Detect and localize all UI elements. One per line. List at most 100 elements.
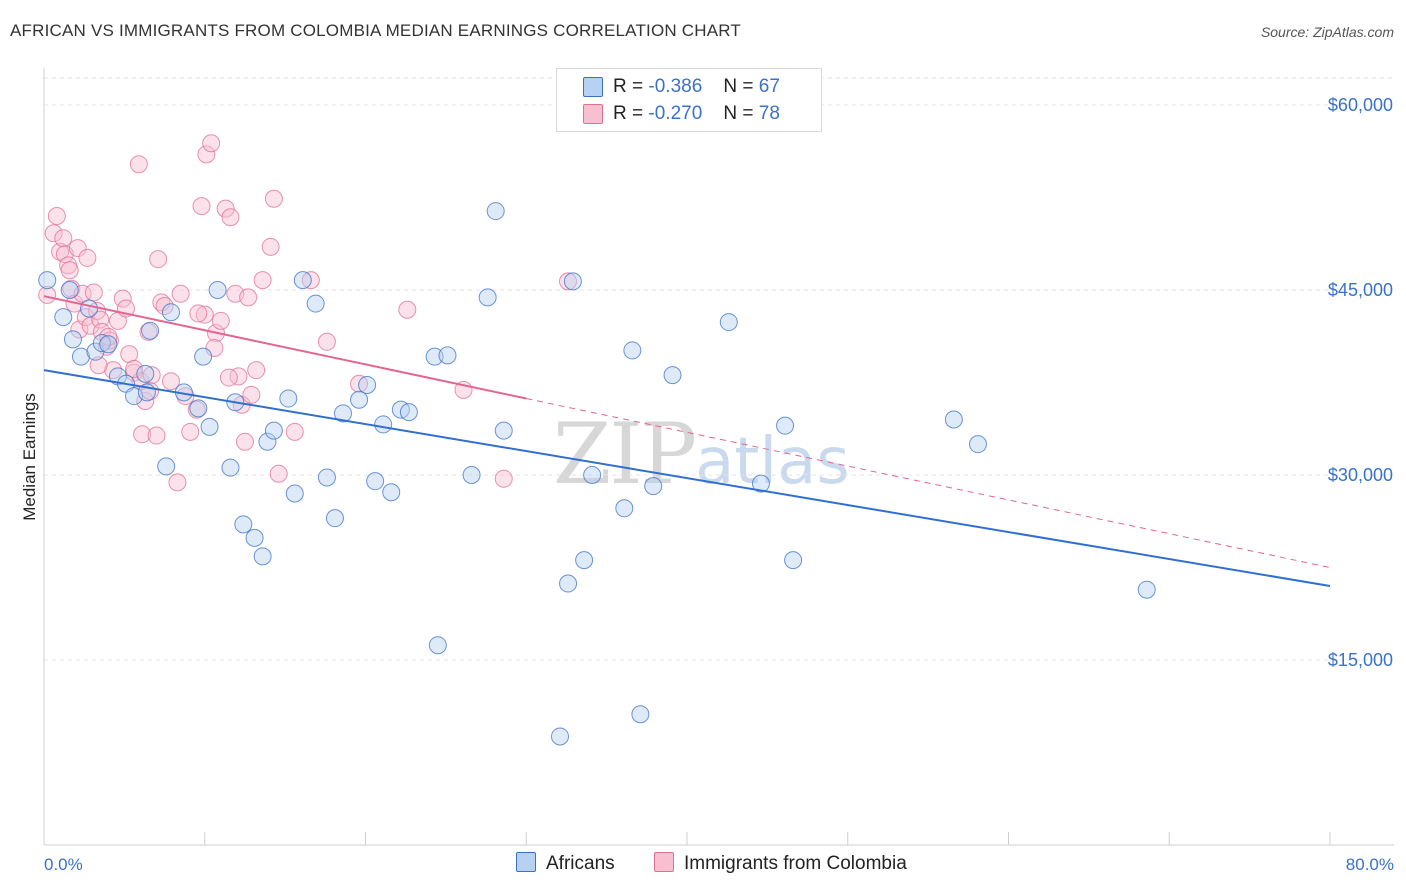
point-colombia bbox=[54, 229, 73, 248]
point-africans bbox=[136, 364, 155, 383]
point-africans bbox=[253, 547, 272, 566]
point-colombia bbox=[38, 285, 57, 304]
point-africans bbox=[245, 528, 264, 547]
point-africans bbox=[631, 705, 650, 724]
y-tick-labels: $15,000 $30,000 $45,000 $60,000 bbox=[1328, 95, 1393, 670]
legend-swatch-colombia bbox=[583, 104, 603, 124]
point-colombia bbox=[171, 284, 190, 303]
x-ticks bbox=[43, 832, 1331, 845]
point-colombia bbox=[129, 155, 148, 174]
point-africans bbox=[366, 472, 385, 491]
y-tick-label: $15,000 bbox=[1328, 650, 1393, 670]
point-africans bbox=[285, 484, 304, 503]
point-africans bbox=[208, 281, 227, 299]
point-africans bbox=[382, 483, 401, 502]
point-colombia bbox=[84, 283, 103, 302]
legend-stats-africans: R = -0.386 N = 67 bbox=[613, 75, 780, 99]
y-axis-label: Median Earnings bbox=[20, 393, 39, 521]
point-colombia bbox=[247, 361, 266, 380]
point-africans bbox=[317, 468, 336, 487]
point-africans bbox=[751, 474, 770, 493]
point-africans bbox=[157, 457, 176, 476]
point-africans bbox=[350, 390, 369, 409]
point-colombia bbox=[60, 261, 79, 280]
r-label: R = bbox=[613, 76, 644, 97]
point-colombia bbox=[89, 356, 108, 375]
point-africans bbox=[358, 375, 377, 394]
correlation-legend: R = -0.386 N = 67 R = -0.270 N = 78 bbox=[556, 68, 822, 132]
point-colombia bbox=[261, 237, 280, 256]
point-colombia bbox=[181, 422, 200, 441]
n-value: 67 bbox=[758, 76, 780, 97]
point-africans bbox=[189, 399, 208, 418]
point-colombia bbox=[147, 426, 166, 445]
point-africans bbox=[776, 416, 795, 435]
point-colombia bbox=[161, 372, 180, 391]
point-africans bbox=[486, 202, 505, 221]
point-africans bbox=[234, 515, 253, 534]
n-value: 78 bbox=[758, 103, 780, 124]
point-africans bbox=[428, 636, 447, 655]
legend-swatch-africans bbox=[516, 852, 536, 872]
legend-swatch-africans bbox=[583, 77, 603, 97]
point-africans bbox=[161, 303, 180, 322]
series-colombia-points bbox=[38, 134, 578, 492]
point-africans bbox=[663, 366, 682, 385]
r-value: -0.270 bbox=[648, 103, 703, 124]
point-colombia bbox=[398, 300, 417, 319]
point-africans bbox=[623, 341, 642, 360]
y-tick-label: $45,000 bbox=[1328, 280, 1393, 300]
x-tick-label-max: 80.0% bbox=[1346, 855, 1394, 874]
point-colombia bbox=[192, 197, 211, 216]
point-africans bbox=[944, 410, 963, 429]
n-label: N = bbox=[723, 103, 754, 124]
point-colombia bbox=[142, 366, 161, 385]
r-label: R = bbox=[613, 103, 644, 124]
point-africans bbox=[264, 421, 283, 440]
series-africans-points bbox=[38, 202, 1156, 746]
point-colombia bbox=[559, 272, 578, 291]
trend-line-africans bbox=[43, 369, 1331, 587]
r-value: -0.386 bbox=[648, 76, 703, 97]
point-colombia bbox=[269, 464, 288, 483]
legend-item-africans: Africans bbox=[516, 852, 615, 875]
point-colombia bbox=[239, 288, 258, 307]
trend-lines bbox=[43, 295, 1331, 587]
point-colombia bbox=[113, 289, 132, 308]
point-africans bbox=[38, 271, 57, 290]
point-colombia bbox=[264, 189, 283, 208]
y-tick-label: $60,000 bbox=[1328, 95, 1393, 115]
watermark-zip: ZIP bbox=[553, 405, 697, 503]
chart-title: AFRICAN VS IMMIGRANTS FROM COLOMBIA MEDI… bbox=[10, 21, 742, 40]
point-colombia bbox=[285, 422, 304, 441]
watermark: ZIPatlas bbox=[553, 405, 850, 503]
point-colombia bbox=[68, 239, 87, 258]
point-colombia bbox=[44, 224, 63, 243]
point-africans bbox=[63, 330, 82, 349]
point-africans bbox=[784, 551, 803, 570]
point-africans bbox=[644, 477, 663, 496]
point-africans bbox=[551, 727, 570, 746]
point-colombia bbox=[216, 199, 235, 218]
trend-line-colombia-extrapolated bbox=[526, 398, 1331, 568]
point-colombia bbox=[197, 145, 216, 164]
point-africans bbox=[306, 294, 325, 313]
point-africans bbox=[54, 308, 73, 327]
point-africans bbox=[462, 466, 481, 484]
point-africans bbox=[71, 347, 90, 366]
point-africans bbox=[399, 403, 418, 422]
grid bbox=[44, 77, 1394, 661]
watermark-atlas: atlas bbox=[695, 425, 850, 499]
point-colombia bbox=[253, 271, 272, 290]
point-africans bbox=[559, 574, 578, 593]
point-colombia bbox=[120, 345, 139, 364]
point-africans bbox=[92, 334, 111, 353]
point-colombia bbox=[317, 332, 336, 351]
point-africans bbox=[374, 415, 393, 434]
point-africans bbox=[60, 281, 79, 299]
trend-line-colombia bbox=[43, 295, 527, 400]
point-colombia bbox=[229, 367, 248, 386]
point-africans bbox=[563, 272, 582, 291]
point-africans bbox=[438, 346, 457, 365]
x-tick-label-min: 0.0% bbox=[44, 855, 83, 874]
